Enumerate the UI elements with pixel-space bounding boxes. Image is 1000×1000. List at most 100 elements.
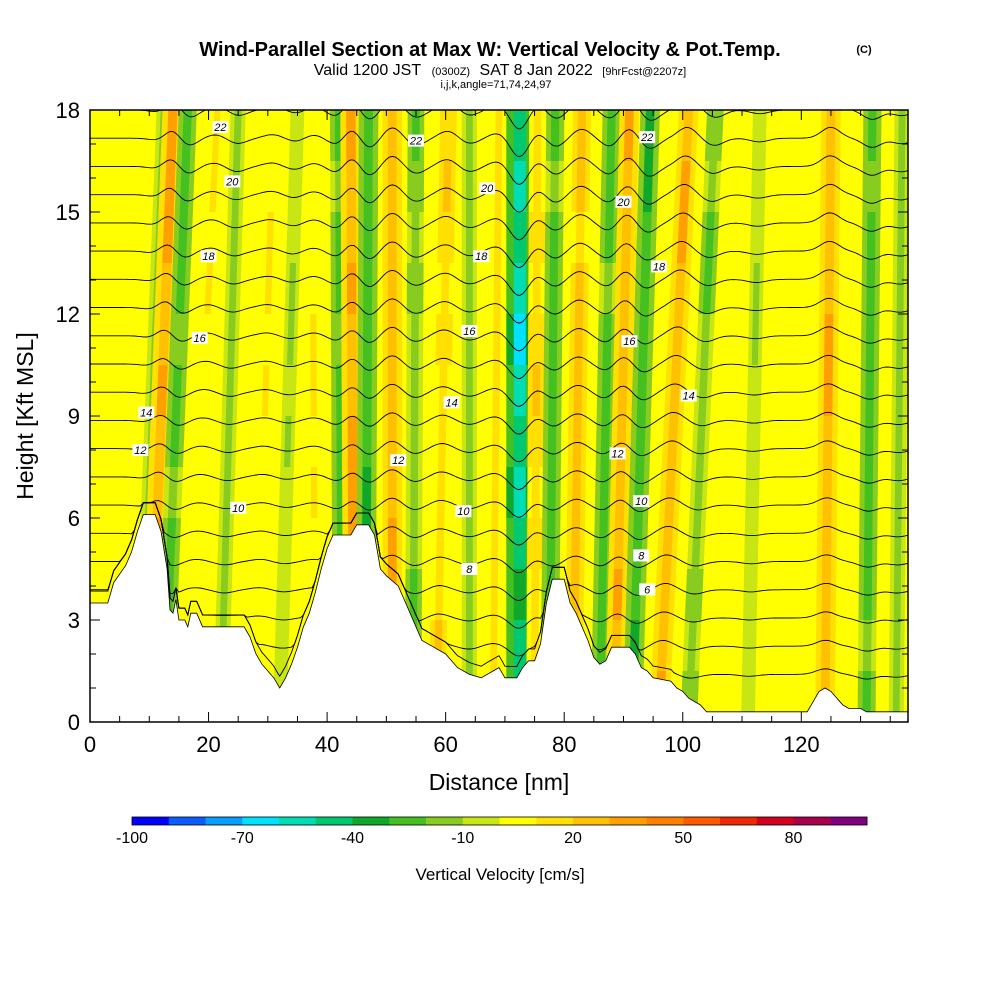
velocity-band-core [603, 263, 613, 314]
velocity-band-core [281, 518, 289, 569]
velocity-band-core [411, 263, 419, 314]
velocity-band-core [600, 416, 610, 467]
pot-temp-contour-line [90, 383, 908, 407]
velocity-band-core [746, 569, 754, 620]
pot-temp-contour-line [90, 497, 908, 518]
velocity-band-core [596, 620, 606, 671]
contour-label: 18 [475, 251, 488, 263]
velocity-band-core [175, 263, 186, 314]
velocity-band-core [621, 212, 632, 263]
velocity-band-core [346, 110, 356, 161]
velocity-band-core [494, 161, 502, 212]
pot-temp-contour-line [90, 502, 908, 574]
velocity-band-core [347, 365, 357, 416]
velocity-band-core [864, 416, 874, 467]
velocity-band-core [751, 314, 759, 365]
velocity-band-core [865, 314, 875, 365]
velocity-band-core [662, 518, 674, 569]
velocity-band-core [466, 161, 473, 212]
velocity-band-core [279, 569, 288, 620]
velocity-band-core [664, 467, 676, 518]
velocity-band-core [437, 467, 446, 518]
velocity-band-core [749, 416, 757, 467]
colorbar-swatch [683, 817, 721, 825]
colorbar-swatch [756, 817, 794, 825]
velocity-band-core [617, 365, 628, 416]
y-tick-label: 0 [68, 710, 80, 735]
velocity-band-core [547, 416, 557, 467]
x-tick-label: 80 [552, 732, 576, 757]
pot-temp-contour-line [90, 126, 908, 158]
velocity-band-core [233, 110, 242, 161]
velocity-band-core [346, 212, 357, 263]
velocity-band-core [263, 314, 271, 365]
velocity-band-core [260, 416, 268, 467]
velocity-band-core [162, 212, 174, 263]
contour-label-box [224, 175, 241, 188]
contour-label-box [443, 396, 460, 409]
terrain-mask [90, 514, 908, 722]
velocity-band-core [228, 263, 238, 314]
contour-label: 20 [225, 176, 239, 188]
x-tick-label: 40 [315, 732, 339, 757]
velocity-band [815, 110, 841, 722]
contour-label: 20 [480, 183, 494, 195]
velocity-band-core [227, 314, 236, 365]
velocity-band-core [691, 518, 702, 569]
contour-label-box [132, 444, 149, 456]
velocity-band-core [606, 110, 616, 161]
colorbar-swatch [242, 817, 280, 825]
velocity-band-core [179, 161, 190, 212]
velocity-band-core [550, 110, 560, 161]
velocity-band-core [747, 518, 755, 569]
velocity-band-core [548, 365, 557, 416]
velocity-band-core [258, 467, 267, 518]
velocity-band-core [362, 365, 372, 416]
velocity-band-core [310, 314, 317, 365]
contour-label: 6 [644, 584, 651, 596]
colorbar-tick-label: 20 [564, 830, 582, 847]
velocity-band-core [636, 365, 648, 416]
velocity-band-core [893, 620, 901, 671]
velocity-band-core [574, 314, 584, 365]
velocity-band-core [825, 161, 835, 212]
x-axis: 0 20 40 60 80 100 120 [84, 110, 891, 757]
subtitle-valid: Valid 1200 JST [314, 62, 422, 79]
velocity-band-core [442, 161, 452, 212]
velocity-band-core [601, 365, 611, 416]
velocity-band-core [597, 569, 607, 620]
pot-temp-contour-line [90, 354, 908, 380]
velocity-band-core [531, 518, 540, 569]
velocity-band-core [411, 314, 419, 365]
velocity-band-core [630, 569, 642, 620]
velocity-band-core [493, 263, 501, 314]
velocity-band-core [667, 416, 679, 467]
colorbar-swatch [168, 817, 206, 825]
contour-label-box [680, 389, 697, 402]
velocity-band-core [897, 212, 905, 263]
velocity-band-core [572, 467, 581, 518]
velocity-band-core [310, 416, 318, 467]
velocity-band-core [693, 467, 704, 518]
velocity-band-core [533, 161, 541, 212]
velocity-band-core [309, 161, 316, 212]
subtitle-date: SAT 8 Jan 2022 [480, 62, 593, 79]
colorbar-tick-label: 50 [674, 830, 692, 847]
velocity-band-core [288, 263, 297, 314]
velocity-band-core [895, 416, 903, 467]
pot-temp-contour-line [90, 502, 908, 657]
contour-label-box [633, 495, 650, 507]
velocity-band-core [346, 161, 356, 212]
velocity-band-core [612, 569, 623, 620]
contour-label: 14 [683, 391, 695, 403]
velocity-band-core [863, 569, 873, 620]
velocity-band-core [261, 365, 270, 416]
velocity-band-core [154, 416, 166, 467]
contour-label: 16 [623, 336, 636, 348]
velocity-band-core [696, 416, 706, 467]
contour-label-box [212, 121, 229, 133]
velocity-band-core [410, 365, 419, 416]
velocity-band-core [709, 110, 720, 161]
velocity-band-core [700, 314, 711, 365]
